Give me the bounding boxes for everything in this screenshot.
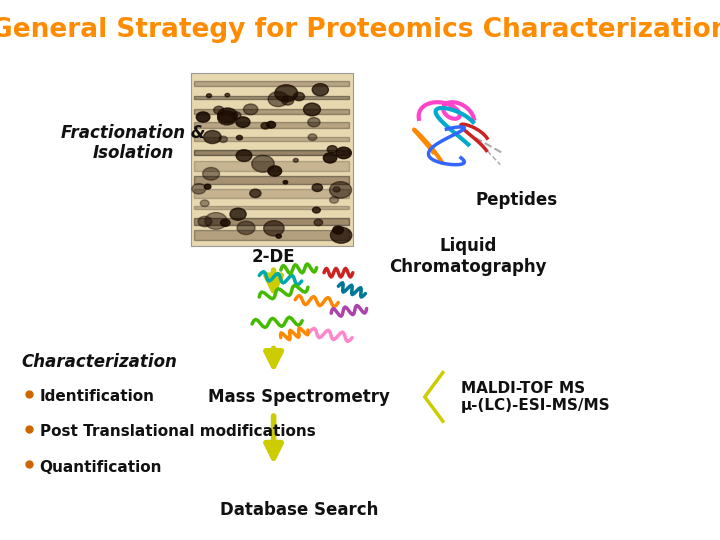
Circle shape [268, 166, 282, 176]
Circle shape [192, 184, 206, 194]
Circle shape [307, 118, 320, 127]
Circle shape [266, 122, 276, 128]
Circle shape [219, 136, 228, 143]
Circle shape [225, 93, 230, 97]
Circle shape [220, 219, 230, 226]
Circle shape [236, 136, 243, 140]
FancyBboxPatch shape [194, 176, 349, 184]
Circle shape [283, 180, 288, 184]
Circle shape [230, 208, 246, 220]
Text: Characterization: Characterization [22, 353, 177, 371]
FancyBboxPatch shape [194, 218, 349, 225]
Text: Liquid
Chromatography: Liquid Chromatography [390, 237, 546, 276]
Circle shape [261, 123, 269, 129]
FancyBboxPatch shape [194, 122, 349, 128]
Circle shape [236, 150, 252, 161]
Circle shape [333, 226, 343, 234]
FancyBboxPatch shape [194, 109, 349, 113]
Text: Mass Spectrometry: Mass Spectrometry [208, 388, 390, 406]
Circle shape [205, 213, 228, 230]
Text: Fractionation &
Isolation: Fractionation & Isolation [61, 124, 205, 163]
Circle shape [264, 221, 284, 236]
Text: Post Translational modifications: Post Translational modifications [40, 424, 315, 440]
Circle shape [237, 221, 255, 234]
Circle shape [333, 187, 340, 192]
Circle shape [250, 189, 261, 198]
Circle shape [198, 217, 212, 227]
Text: Quantification: Quantification [40, 460, 162, 475]
Circle shape [304, 103, 320, 116]
FancyBboxPatch shape [194, 230, 349, 240]
Circle shape [200, 200, 209, 206]
Circle shape [252, 156, 274, 172]
Text: Peptides: Peptides [475, 191, 557, 209]
FancyBboxPatch shape [194, 161, 349, 171]
FancyBboxPatch shape [194, 96, 349, 99]
Circle shape [276, 234, 282, 238]
Text: 2-DE: 2-DE [252, 247, 295, 266]
Circle shape [312, 184, 323, 192]
Circle shape [202, 167, 220, 180]
Text: Identification: Identification [40, 389, 155, 404]
Text: Database Search: Database Search [220, 501, 378, 519]
Text: General Strategy for Proteomics Characterization: General Strategy for Proteomics Characte… [0, 17, 720, 43]
Circle shape [336, 147, 351, 159]
Circle shape [282, 96, 294, 105]
Circle shape [275, 85, 297, 102]
FancyBboxPatch shape [194, 150, 349, 154]
Circle shape [327, 146, 337, 153]
Circle shape [312, 207, 320, 213]
Circle shape [314, 219, 323, 226]
Circle shape [236, 117, 250, 127]
FancyBboxPatch shape [194, 206, 349, 210]
FancyBboxPatch shape [194, 81, 349, 86]
FancyBboxPatch shape [194, 190, 349, 198]
FancyBboxPatch shape [191, 73, 353, 246]
Circle shape [330, 227, 352, 243]
Circle shape [207, 94, 212, 98]
Circle shape [323, 153, 337, 163]
Circle shape [214, 106, 224, 114]
Circle shape [204, 184, 211, 189]
Circle shape [312, 84, 328, 96]
Circle shape [217, 108, 238, 123]
Circle shape [217, 111, 236, 125]
Circle shape [294, 92, 305, 101]
Circle shape [204, 131, 221, 144]
Circle shape [197, 112, 210, 122]
FancyBboxPatch shape [194, 137, 349, 141]
Text: MALDI-TOF MS
μ-(LC)-ESI-MS/MS: MALDI-TOF MS μ-(LC)-ESI-MS/MS [461, 381, 611, 413]
Circle shape [268, 92, 288, 106]
Circle shape [243, 104, 258, 115]
Circle shape [308, 134, 317, 140]
Circle shape [330, 197, 338, 203]
Circle shape [231, 112, 241, 119]
Circle shape [330, 181, 351, 198]
Circle shape [293, 158, 298, 162]
